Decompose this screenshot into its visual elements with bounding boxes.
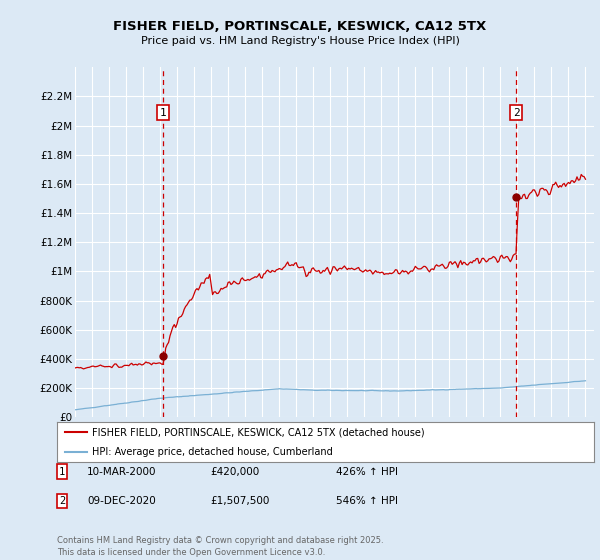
Text: 2: 2 (513, 108, 520, 118)
Text: 09-DEC-2020: 09-DEC-2020 (87, 496, 156, 506)
Text: 1: 1 (59, 466, 65, 477)
Text: Price paid vs. HM Land Registry's House Price Index (HPI): Price paid vs. HM Land Registry's House … (140, 36, 460, 46)
Text: £420,000: £420,000 (210, 466, 259, 477)
Text: HPI: Average price, detached house, Cumberland: HPI: Average price, detached house, Cumb… (92, 446, 332, 456)
Text: FISHER FIELD, PORTINSCALE, KESWICK, CA12 5TX (detached house): FISHER FIELD, PORTINSCALE, KESWICK, CA12… (92, 427, 425, 437)
Text: 2: 2 (59, 496, 65, 506)
Text: 1: 1 (160, 108, 167, 118)
Text: £1,507,500: £1,507,500 (210, 496, 269, 506)
Text: Contains HM Land Registry data © Crown copyright and database right 2025.
This d: Contains HM Land Registry data © Crown c… (57, 536, 383, 557)
Text: 10-MAR-2000: 10-MAR-2000 (87, 466, 157, 477)
Text: FISHER FIELD, PORTINSCALE, KESWICK, CA12 5TX: FISHER FIELD, PORTINSCALE, KESWICK, CA12… (113, 20, 487, 32)
Text: 426% ↑ HPI: 426% ↑ HPI (336, 466, 398, 477)
Text: 546% ↑ HPI: 546% ↑ HPI (336, 496, 398, 506)
